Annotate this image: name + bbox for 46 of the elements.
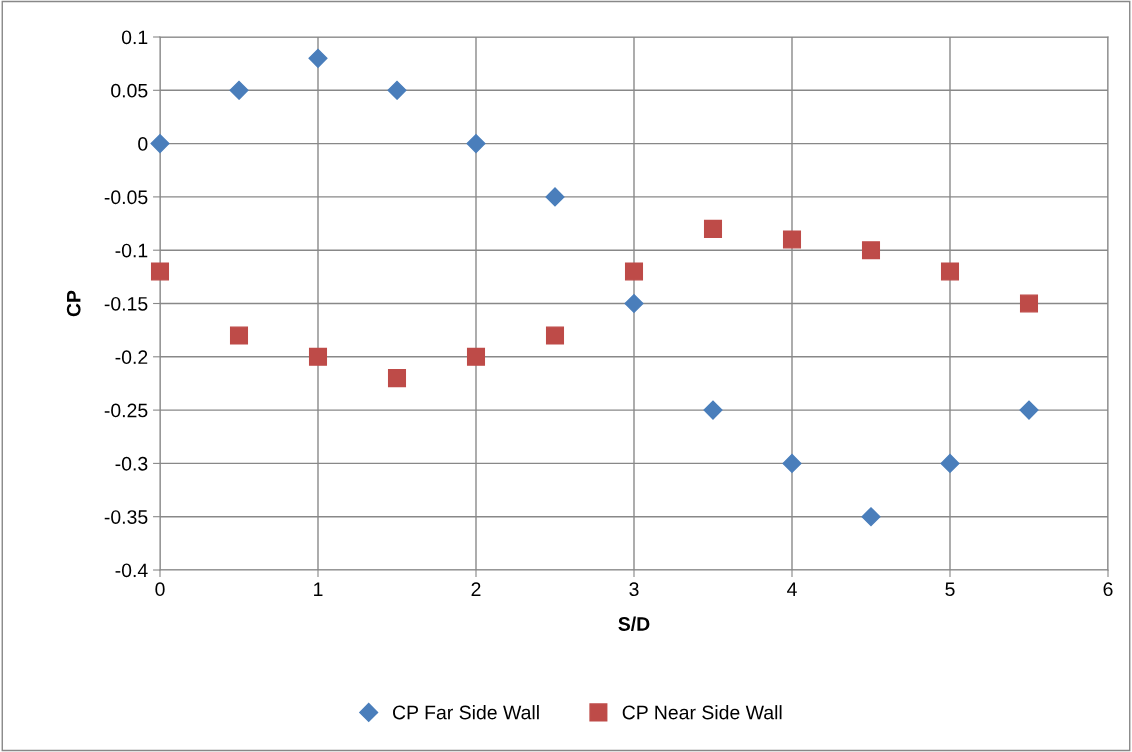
point xyxy=(861,241,881,260)
point xyxy=(782,230,802,249)
point xyxy=(387,369,407,388)
x-tick-label: 3 xyxy=(629,582,639,597)
y-tick-label: -0.05 xyxy=(104,190,148,205)
x-tick-label: 2 xyxy=(471,582,481,596)
y-axis-title: CP xyxy=(66,290,81,317)
point xyxy=(545,187,565,207)
x-axis-title: S/D xyxy=(618,616,650,632)
point xyxy=(308,347,328,366)
point xyxy=(150,134,170,154)
point xyxy=(466,134,486,154)
point xyxy=(545,326,565,345)
x-tick-label: 6 xyxy=(1103,582,1113,597)
point xyxy=(308,48,328,68)
point xyxy=(703,219,723,238)
y-tick-label: -0.25 xyxy=(104,403,148,418)
y-tick-label: -0.2 xyxy=(115,350,148,365)
x-tick-label: 0 xyxy=(155,582,165,597)
y-tick-label: 0 xyxy=(138,137,148,151)
point xyxy=(624,262,644,281)
point xyxy=(387,80,407,100)
point xyxy=(703,400,723,420)
legend-label: CP Far Side Wall xyxy=(393,705,539,720)
y-tick-label: -0.15 xyxy=(104,296,148,311)
y-tick-label: -0.35 xyxy=(104,510,148,524)
y-tick-label: -0.3 xyxy=(115,456,148,471)
x-tick-label: 1 xyxy=(314,582,323,596)
point xyxy=(150,262,170,281)
point xyxy=(229,326,249,345)
y-tick-label: 0.1 xyxy=(121,30,148,45)
x-tick-label: 5 xyxy=(945,582,955,597)
point xyxy=(229,80,249,100)
point xyxy=(1019,400,1039,420)
y-tick-label: 0.05 xyxy=(111,83,148,98)
legend-label: CP Near Side Wall xyxy=(622,705,782,720)
point xyxy=(940,262,960,281)
y-tick-label: -0.4 xyxy=(115,563,148,578)
point xyxy=(940,453,960,473)
y-tick-label: -0.1 xyxy=(115,243,148,258)
point xyxy=(624,293,644,314)
point xyxy=(1019,294,1039,313)
point xyxy=(466,347,486,366)
point xyxy=(861,507,881,527)
x-tick-label: 4 xyxy=(787,582,797,596)
point xyxy=(782,453,802,473)
